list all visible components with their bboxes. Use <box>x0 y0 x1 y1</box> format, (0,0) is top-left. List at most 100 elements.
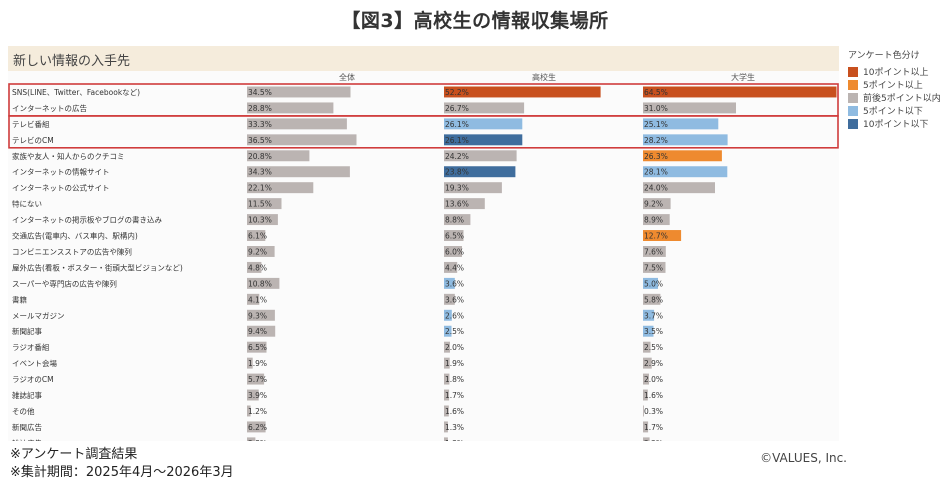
bar <box>643 86 837 98</box>
bar <box>247 166 350 178</box>
data-label: 3.5% <box>644 327 663 336</box>
category-label: 家族や友人・知人からのクチコミ <box>12 151 125 161</box>
bar <box>643 421 649 433</box>
bar <box>247 261 262 273</box>
data-label: 1.7% <box>644 423 663 432</box>
bar <box>444 166 516 178</box>
data-label: 20.8% <box>248 152 272 161</box>
bar <box>247 230 266 241</box>
bar <box>643 405 644 417</box>
bar <box>247 86 351 98</box>
bar <box>444 134 523 146</box>
column-header: 大学生 <box>731 72 755 82</box>
category-label: ラジオ番組 <box>12 342 50 352</box>
category-label: メールマガジン <box>12 310 65 320</box>
bar <box>643 166 728 178</box>
data-label: 3.6% <box>445 279 464 288</box>
data-label: 2.0% <box>644 375 663 384</box>
bar <box>444 341 450 353</box>
data-label: 6.5% <box>248 343 267 352</box>
category-label: 新聞記事 <box>12 326 42 336</box>
bar <box>247 214 278 226</box>
data-label: 52.2% <box>445 88 469 97</box>
data-label: 34.3% <box>248 168 272 177</box>
legend-label: 5ポイント以下 <box>863 107 923 117</box>
legend-swatch <box>848 79 858 90</box>
category-label: インターネットの広告 <box>12 103 87 113</box>
category-label: コンビニエンスストアの広告や陳列 <box>12 246 132 256</box>
legend-swatch <box>848 92 858 103</box>
data-label: 0.3% <box>644 407 663 416</box>
bar <box>444 86 601 98</box>
bar <box>643 261 666 273</box>
category-label: イベント会場 <box>12 358 57 368</box>
data-label: 6.5% <box>445 232 464 241</box>
data-label: 7.6% <box>644 247 663 256</box>
bar <box>643 214 670 226</box>
bar <box>643 357 652 369</box>
category-label: テレビのCM <box>12 136 54 145</box>
category-label: インターネットの情報サイト <box>12 167 110 177</box>
bar <box>247 182 314 194</box>
category-label: 特にない <box>12 199 42 209</box>
bar <box>444 309 452 321</box>
legend-item: 5ポイント以下 <box>848 104 948 117</box>
data-label: 1.7% <box>445 391 464 400</box>
data-label: 22.1% <box>248 184 272 193</box>
chart-panel: 全体 高校生 大学生 SNS(LINE、Twitter、Facebookなど) 34.5… <box>8 71 839 441</box>
bar <box>444 293 455 305</box>
category-label: インターネットの公式サイト <box>12 183 110 193</box>
bar <box>444 246 462 257</box>
copyright: ©VALUES, Inc. <box>760 451 847 465</box>
panel-title: 新しい情報の入手先 <box>13 54 131 69</box>
bar <box>643 325 654 337</box>
bar <box>643 182 715 194</box>
legend-swatch <box>848 105 858 116</box>
data-label: 1.6% <box>644 391 663 400</box>
bar <box>643 198 671 210</box>
data-label: 5.7% <box>248 375 267 384</box>
data-label: 26.1% <box>445 120 469 129</box>
data-label: 2.8% <box>248 439 267 441</box>
data-label: 1.9% <box>445 359 464 368</box>
bar <box>643 293 661 305</box>
category-label: SNS(LINE、Twitter、Facebookなど) <box>12 88 140 97</box>
data-label: 8.9% <box>644 216 663 225</box>
bar <box>643 246 666 257</box>
bar <box>643 277 658 289</box>
data-label: 2.9% <box>644 359 663 368</box>
data-label: 1.2% <box>248 407 267 416</box>
data-label: 2.6% <box>445 311 464 320</box>
data-label: 8.8% <box>445 216 464 225</box>
bar <box>444 437 448 441</box>
bar <box>643 389 648 401</box>
bar <box>247 102 334 114</box>
data-label: 28.2% <box>644 136 668 145</box>
data-label: 1.8% <box>445 375 464 384</box>
category-label: 雑誌記事 <box>12 390 42 400</box>
column-header: 全体 <box>339 72 355 82</box>
bar <box>444 405 449 417</box>
category-label: テレビ番組 <box>12 119 50 129</box>
category-label: スーパーや専門店の広告や陳列 <box>12 278 117 288</box>
column-header: 高校生 <box>532 72 556 82</box>
data-label: 2.5% <box>644 343 663 352</box>
data-label: 4.8% <box>248 263 267 272</box>
data-label: 1.6% <box>445 407 464 416</box>
data-label: 33.3% <box>248 120 272 129</box>
data-label: 9.4% <box>248 327 267 336</box>
bar <box>247 325 276 337</box>
data-label: 4.4% <box>445 263 464 272</box>
bar <box>643 102 736 114</box>
data-label: 25.1% <box>644 120 668 129</box>
legend-item: 10ポイント以上 <box>848 65 948 78</box>
bar <box>444 102 525 114</box>
bar <box>247 373 265 385</box>
bar <box>643 373 649 385</box>
legend-swatch <box>848 118 858 129</box>
bar <box>444 214 471 226</box>
data-label: 5.8% <box>644 295 663 304</box>
data-label: 11.5% <box>248 200 272 209</box>
data-label: 6.2% <box>248 423 267 432</box>
legend: アンケート色分け 10ポイント以上 5ポイント以上 前後5ポイント以内 5ポイント以下… <box>848 48 948 130</box>
